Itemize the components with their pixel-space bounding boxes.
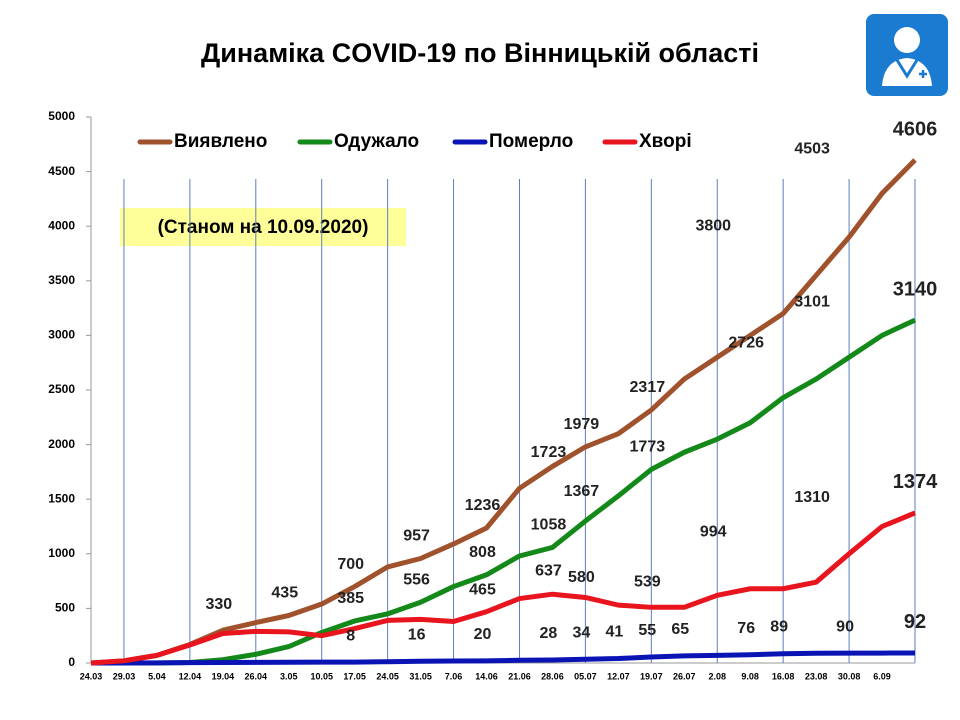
data-label: 1367 [564,483,600,500]
data-label: 8 [346,627,355,644]
y-tick-label: 1000 [48,546,75,560]
x-tick-label: 24.03 [80,671,103,681]
data-label: 1979 [564,416,600,433]
x-tick-label: 24.05 [376,671,399,681]
y-tick-label: 5000 [48,109,75,123]
x-tick-label: 12.04 [179,671,202,681]
data-label: 330 [205,596,232,613]
data-label: 1723 [531,444,567,461]
x-tick-label: 26.04 [245,671,268,681]
chart-title: Динаміка COVID-19 по Вінницькій області [201,38,759,68]
data-label: 580 [568,569,595,586]
y-tick-label: 3500 [48,273,75,287]
series-line [91,650,916,666]
data-label: 1773 [630,439,666,456]
x-tick-label: 12.07 [607,671,630,681]
data-label: 20 [474,626,492,643]
data-label: 435 [271,585,298,602]
data-label: 385 [337,590,364,607]
series-line [90,158,917,666]
data-label: 90 [836,618,854,635]
doctor-icon [866,14,948,96]
y-tick-label: 2000 [48,437,75,451]
data-label: 65 [671,621,689,638]
y-tick-label: 3000 [48,328,75,342]
y-tick-label: 500 [55,601,75,615]
data-label: 808 [469,544,496,561]
y-tick-label: 2500 [48,382,75,396]
data-label: 34 [573,625,591,642]
data-label: 556 [403,572,430,589]
data-label: 28 [540,625,558,642]
x-tick-label: 05.07 [574,671,597,681]
x-tick-label: 29.03 [113,671,136,681]
data-label: 465 [469,581,496,598]
data-label: 55 [638,622,656,639]
x-tick-label: 2.08 [708,671,726,681]
y-tick-label: 4500 [48,164,75,178]
annotation-box [120,208,406,246]
y-tick-label: 1500 [48,491,75,505]
data-label: 4606 [893,118,938,140]
series-line [90,510,916,666]
data-label: 700 [337,556,364,573]
x-tick-label: 10.05 [310,671,333,681]
x-tick-label: 9.08 [741,671,759,681]
y-tick-label: 0 [68,655,75,669]
x-tick-label: 30.08 [838,671,861,681]
legend-label: Виявлено [174,131,267,152]
x-tick-label: 26.07 [673,671,696,681]
data-label: 2317 [630,379,666,396]
data-label: 16 [408,626,426,643]
data-label: 1374 [893,471,938,493]
legend-label: Одужало [334,131,419,152]
x-tick-label: 31.05 [409,671,432,681]
annotation: (Станом на 10.09.2020) [158,217,369,238]
x-tick-label: 19.07 [640,671,663,681]
x-tick-label: 7.06 [445,671,463,681]
legend-label: Померло [489,131,573,152]
data-label: 3140 [893,278,938,300]
series-line [91,317,917,666]
x-tick-label: 19.04 [212,671,235,681]
data-label: 539 [634,573,661,590]
data-label: 1058 [531,517,567,534]
data-label: 76 [737,620,755,637]
x-tick-label: 6.09 [873,671,891,681]
data-label: 3800 [695,217,731,234]
legend-label: Хворі [639,131,692,152]
x-tick-label: 16.08 [772,671,795,681]
data-label: 637 [535,563,562,580]
data-label: 994 [700,524,727,541]
data-label: 2726 [728,335,764,352]
data-label: 1310 [794,489,830,506]
x-tick-label: 3.05 [280,671,298,681]
data-label: 957 [403,528,430,545]
x-tick-label: 14.06 [475,671,498,681]
data-label: 3101 [794,294,830,311]
x-tick-label: 5.04 [148,671,166,681]
data-label: 4503 [794,140,830,157]
data-label: 1236 [465,497,501,514]
data-label: 41 [605,624,623,641]
x-tick-label: 23.08 [805,671,828,681]
data-label: 92 [904,611,926,633]
y-tick-label: 4000 [48,218,75,232]
x-tick-label: 28.06 [541,671,564,681]
x-tick-label: 21.06 [508,671,531,681]
x-tick-label: 17.05 [343,671,366,681]
data-label: 89 [770,618,788,635]
